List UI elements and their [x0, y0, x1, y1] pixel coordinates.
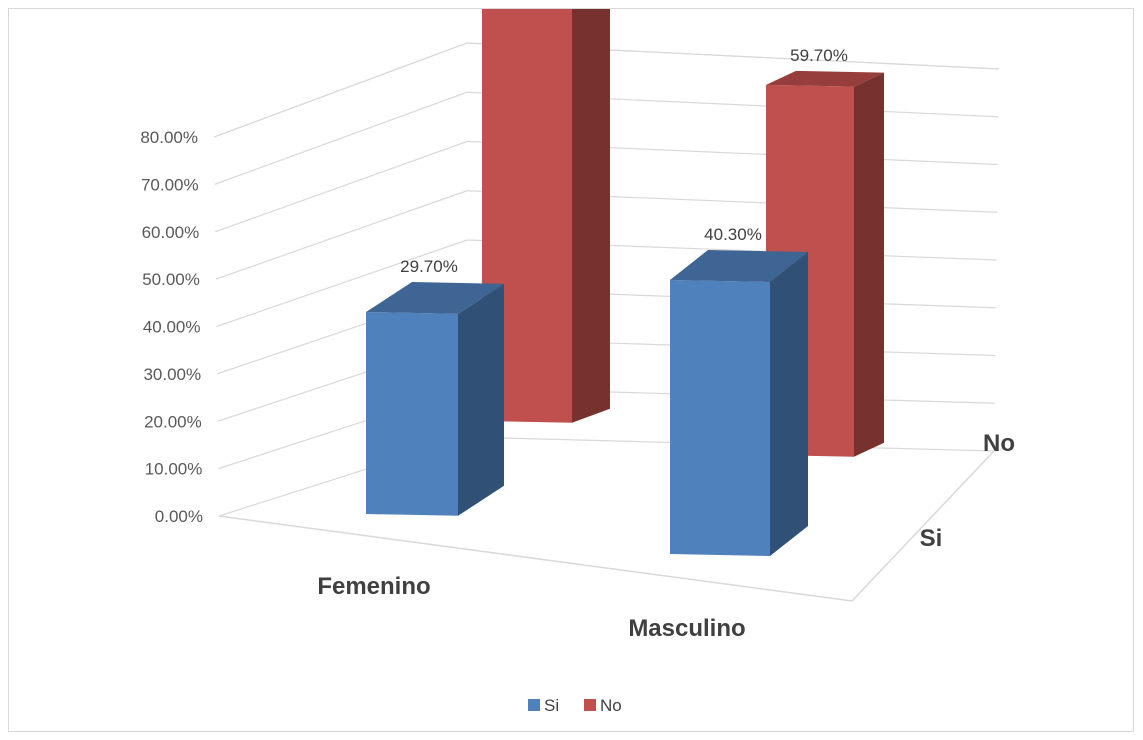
data-label: 40.30% [704, 225, 762, 244]
legend-label: Si [544, 696, 559, 715]
category-label: Masculino [628, 615, 745, 642]
legend-label: No [600, 696, 622, 715]
y-tick-label: 10.00% [145, 460, 203, 479]
y-tick-label: 50.00% [142, 270, 200, 289]
y-tick-label: 80.00% [140, 128, 198, 147]
data-label: 29.70% [400, 257, 458, 276]
floor-front-edge [218, 515, 853, 602]
bar-top-face [766, 70, 884, 87]
bar-top-face [670, 250, 808, 282]
chart-svg: 0.00% 10.00% 20.00% 30.00% 40.00% 50.00% 60.00… [140, 9, 1015, 715]
bar-side-face [854, 72, 884, 457]
side-gridline [215, 140, 468, 233]
bar-front-face [482, 9, 572, 423]
bar-front-face [366, 312, 458, 516]
y-tick-label: 40.00% [143, 318, 201, 337]
bars [366, 9, 884, 556]
side-gridline [215, 190, 468, 280]
legend-swatch [584, 699, 596, 711]
bar-front-face [670, 280, 770, 556]
chart-frame: 0.00% 10.00% 20.00% 30.00% 40.00% 50.00% 60.00… [8, 8, 1134, 732]
y-tick-label: 70.00% [141, 175, 199, 194]
bar-top-face [366, 282, 504, 314]
legend: Si No [528, 696, 622, 715]
depth-axis-label: No [983, 430, 1015, 457]
data-labels: 70.30%59.70%29.70%40.30% [400, 46, 848, 276]
depth-axis-labels: Si No [920, 430, 1015, 552]
floor-right-edge [851, 450, 995, 602]
category-labels: Femenino Masculino [317, 573, 745, 642]
legend-item: Si [528, 696, 559, 715]
bar-side-face [770, 252, 808, 556]
side-gridline [214, 91, 468, 185]
side-gridline [216, 239, 468, 328]
legend-item: No [584, 696, 622, 715]
bar-si-femenino [366, 282, 504, 516]
bar-no-femenino [482, 9, 610, 423]
y-tick-label: 0.00% [155, 507, 203, 526]
y-tick-label: 30.00% [143, 365, 201, 384]
y-tick-label: 20.00% [144, 412, 202, 431]
bar-side-face [458, 283, 504, 516]
bar-side-face [572, 9, 610, 423]
y-tick-label: 60.00% [142, 223, 200, 242]
y-tick-labels: 0.00% 10.00% 20.00% 30.00% 40.00% 50.00% 60.00… [140, 128, 203, 526]
floor-edges [218, 450, 995, 602]
category-label: Femenino [317, 573, 430, 600]
data-label: 59.70% [790, 46, 848, 65]
side-gridline [213, 42, 468, 138]
bar-si-masculino [670, 250, 808, 556]
depth-axis-label: Si [920, 525, 943, 552]
legend-swatch [528, 699, 540, 711]
